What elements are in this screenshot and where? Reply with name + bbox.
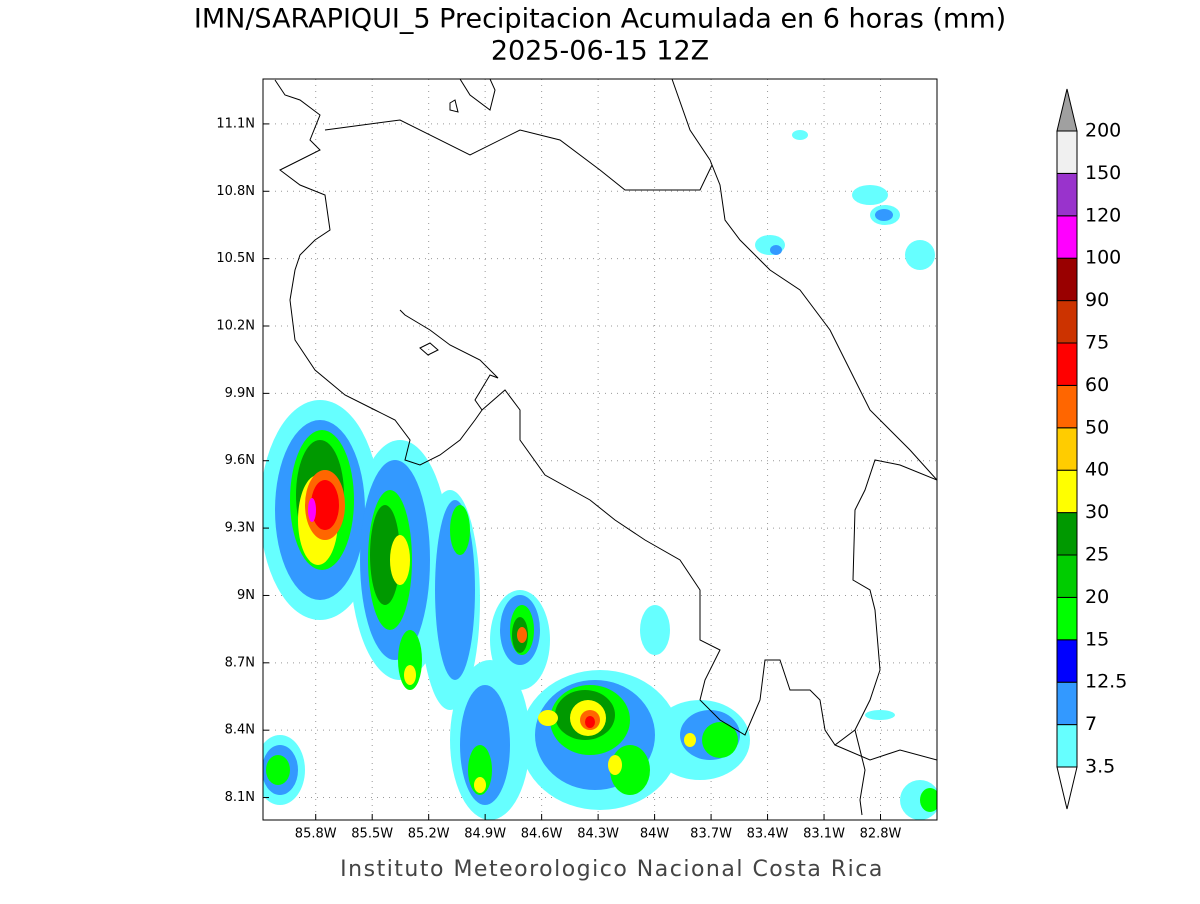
x-tick-label: 85.5W [351, 827, 393, 842]
colorbar-label: 3.5 [1085, 756, 1115, 778]
y-tick-label: 9.6N [225, 453, 255, 468]
colorbar-label: 7 [1085, 713, 1097, 735]
x-tick-label: 83.4W [747, 827, 789, 842]
colorbar-box [1056, 172, 1078, 217]
axis-ticks: 85.8W 85.5W 85.2W 84.9W 84.6W 84.3W 84W 83.7W 83… [216, 116, 901, 841]
colorbar-box [1056, 596, 1078, 641]
plot-frame [262, 78, 938, 821]
colorbar-label: 120 [1085, 204, 1121, 226]
colorbar-box [1056, 384, 1078, 429]
colorbar-box [1056, 300, 1078, 344]
colorbar-label: 25 [1085, 544, 1109, 566]
colorbar-box [1056, 130, 1078, 174]
coastlines [274, 79, 937, 816]
colorbar-box [1056, 342, 1078, 386]
subtitle: 2025-06-15 12Z [491, 36, 709, 67]
x-tick-label: 83.7W [690, 827, 732, 842]
colorbar-over [1056, 88, 1078, 132]
footer: Instituto Meteorologico Nacional Costa R… [340, 857, 884, 882]
colorbar-label: 75 [1085, 332, 1109, 354]
y-tick-label: 10.2N [216, 319, 255, 334]
colorbar-label: 60 [1085, 374, 1109, 396]
y-tick-label: 10.8N [216, 184, 255, 199]
colorbar-box [1056, 469, 1078, 514]
y-tick-label: 9.3N [225, 521, 255, 536]
colorbar-label: 90 [1085, 289, 1109, 311]
x-tick-label: 84W [640, 827, 670, 842]
y-tick-label: 9.9N [225, 386, 255, 401]
precipitation-field [263, 130, 937, 820]
title: IMN/SARAPIQUI_5 Precipitacion Acumulada … [194, 4, 1006, 35]
colorbar-label: 150 [1085, 162, 1121, 184]
colorbar-label: 15 [1085, 628, 1109, 650]
x-tick-label: 85.8W [295, 827, 337, 842]
colorbar-box [1056, 554, 1078, 598]
x-tick-label: 83.1W [803, 827, 845, 842]
y-tick-label: 10.5N [216, 251, 255, 266]
x-tick-label: 84.9W [464, 827, 506, 842]
x-tick-label: 85.2W [408, 827, 450, 842]
y-tick-label: 8.1N [225, 790, 255, 805]
colorbar-label: 12.5 [1085, 671, 1127, 693]
colorbar-label: 30 [1085, 501, 1109, 523]
colorbar-label: 200 [1085, 120, 1121, 142]
plot-area [263, 79, 937, 820]
x-tick-label: 84.6W [521, 827, 563, 842]
colorbar: 3.5 7 12.5 15 20 25 30 40 50 60 75 90 100 120 150 200 [1056, 88, 1127, 810]
colorbar-label: 40 [1085, 459, 1109, 481]
colorbar-box [1056, 724, 1078, 768]
colorbar-label: 20 [1085, 586, 1109, 608]
y-tick-label: 8.7N [225, 655, 255, 670]
colorbar-box [1056, 215, 1078, 259]
x-tick-label: 84.3W [577, 827, 619, 842]
colorbar-box [1056, 257, 1078, 302]
colorbar-box [1056, 512, 1078, 556]
colorbar-label: 100 [1085, 247, 1121, 269]
x-tick-label: 82.8W [860, 827, 902, 842]
y-tick-label: 9N [237, 588, 255, 603]
colorbar-label: 50 [1085, 416, 1109, 438]
y-tick-label: 11.1N [216, 116, 255, 131]
colorbar-box [1056, 427, 1078, 471]
colorbar-box [1056, 639, 1078, 683]
colorbar-under [1056, 766, 1078, 810]
y-tick-label: 8.4N [225, 723, 255, 738]
colorbar-box [1056, 681, 1078, 726]
